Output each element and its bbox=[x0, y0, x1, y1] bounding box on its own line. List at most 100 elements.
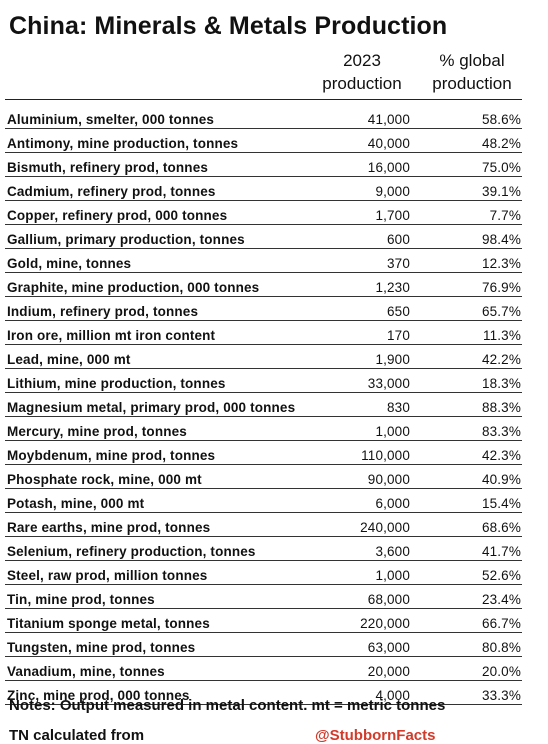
global-share-value: 39.1% bbox=[481, 184, 521, 199]
production-value: 1,230 bbox=[375, 280, 410, 295]
column-header-production-line1: 2023 bbox=[343, 51, 381, 70]
production-value: 110,000 bbox=[361, 448, 410, 463]
table-row: Vanadium, mine, tonnes 20,000 20.0% bbox=[5, 658, 522, 681]
global-share-value: 7.7% bbox=[489, 208, 521, 223]
production-value: 240,000 bbox=[360, 520, 410, 535]
global-share-value: 98.4% bbox=[481, 232, 521, 247]
table-row: Potash, mine, 000 mt 6,000 15.4% bbox=[5, 490, 522, 513]
global-share-value: 40.9% bbox=[481, 472, 521, 487]
mineral-name: Antimony, mine production, tonnes bbox=[7, 136, 239, 151]
table-row: Zinc, mine prod, 000 tonnes 4,000 33.3% bbox=[5, 682, 522, 705]
production-value: 170 bbox=[387, 328, 410, 343]
mineral-name: Bismuth, refinery prod, tonnes bbox=[7, 160, 209, 175]
production-value: 600 bbox=[387, 232, 410, 247]
mineral-name: Selenium, refinery production, tonnes bbox=[7, 544, 256, 559]
mineral-name: Zinc, mine prod, 000 tonnes bbox=[7, 688, 190, 703]
table-row: Moybdenum, mine prod, tonnes 110,000 42.3% bbox=[5, 442, 522, 465]
production-value: 16,000 bbox=[367, 160, 410, 175]
mineral-name: Lithium, mine production, tonnes bbox=[7, 376, 226, 391]
mineral-name: Iron ore, million mt iron content bbox=[7, 328, 216, 343]
production-value: 63,000 bbox=[367, 640, 410, 655]
production-value: 1,900 bbox=[375, 352, 410, 367]
production-value: 1,000 bbox=[375, 424, 410, 439]
global-share-value: 75.0% bbox=[481, 160, 521, 175]
mineral-name: Moybdenum, mine prod, tonnes bbox=[7, 448, 216, 463]
mineral-name: Titanium sponge metal, tonnes bbox=[7, 616, 210, 631]
production-value: 90,000 bbox=[367, 472, 410, 487]
global-share-value: 88.3% bbox=[481, 400, 521, 415]
mineral-name: Cadmium, refinery prod, tonnes bbox=[7, 184, 216, 199]
production-value: 20,000 bbox=[367, 664, 410, 679]
column-header-production: 2023 production bbox=[312, 49, 412, 95]
column-header-production-line2: production bbox=[322, 74, 402, 93]
global-share-value: 18.3% bbox=[481, 376, 521, 391]
mineral-name: Lead, mine, 000 mt bbox=[7, 352, 131, 367]
table-row: Mercury, mine prod, tonnes 1,000 83.3% bbox=[5, 418, 522, 441]
global-share-value: 41.7% bbox=[481, 544, 521, 559]
table-row: Gallium, primary production, tonnes 600 98… bbox=[5, 226, 522, 249]
production-value: 830 bbox=[387, 400, 410, 415]
column-header-global-line1: % global bbox=[439, 51, 505, 70]
production-value: 4,000 bbox=[375, 688, 410, 703]
table-row: Rare earths, mine prod, tonnes 240,000 68.… bbox=[5, 514, 522, 537]
table-row: Gold, mine, tonnes 370 12.3% bbox=[5, 250, 522, 273]
production-value: 6,000 bbox=[375, 496, 410, 511]
production-value: 1,700 bbox=[375, 208, 410, 223]
mineral-name: Rare earths, mine prod, tonnes bbox=[7, 520, 211, 535]
global-share-value: 42.2% bbox=[481, 352, 521, 367]
production-value: 68,000 bbox=[367, 592, 410, 607]
header-divider bbox=[5, 99, 522, 100]
table-row: Titanium sponge metal, tonnes 220,000 66.7… bbox=[5, 610, 522, 633]
table-row: Lithium, mine production, tonnes 33,000 18… bbox=[5, 370, 522, 393]
table-row: Indium, refinery prod, tonnes 650 65.7% bbox=[5, 298, 522, 321]
mineral-name: Copper, refinery prod, 000 tonnes bbox=[7, 208, 228, 223]
production-value: 41,000 bbox=[367, 112, 410, 127]
mineral-name: Vanadium, mine, tonnes bbox=[7, 664, 165, 679]
mineral-name: Tin, mine prod, tonnes bbox=[7, 592, 155, 607]
data-table: Aluminium, smelter, 000 tonnes 41,000 58.6… bbox=[5, 106, 522, 706]
table-row: Aluminium, smelter, 000 tonnes 41,000 58.6… bbox=[5, 106, 522, 129]
column-header-global-line2: production bbox=[432, 74, 512, 93]
table-row: Graphite, mine production, 000 tonnes 1,2… bbox=[5, 274, 522, 297]
table-row: Tungsten, mine prod, tonnes 63,000 80.8% bbox=[5, 634, 522, 657]
production-value: 3,600 bbox=[375, 544, 410, 559]
global-share-value: 48.2% bbox=[481, 136, 521, 151]
global-share-value: 11.3% bbox=[482, 328, 521, 343]
mineral-name: Gallium, primary production, tonnes bbox=[7, 232, 245, 247]
table-row: Copper, refinery prod, 000 tonnes 1,700 7.… bbox=[5, 202, 522, 225]
table-row: Antimony, mine production, tonnes 40,000 4… bbox=[5, 130, 522, 153]
mineral-name: Aluminium, smelter, 000 tonnes bbox=[7, 112, 215, 127]
mineral-name: Magnesium metal, primary prod, 000 tonne… bbox=[7, 400, 296, 415]
global-share-value: 20.0% bbox=[481, 664, 521, 679]
global-share-value: 80.8% bbox=[481, 640, 521, 655]
mineral-name: Steel, raw prod, million tonnes bbox=[7, 568, 208, 583]
table-row: Selenium, refinery production, tonnes 3,6… bbox=[5, 538, 522, 561]
mineral-name: Potash, mine, 000 mt bbox=[7, 496, 145, 511]
table-row: Phosphate rock, mine, 000 mt 90,000 40.9% bbox=[5, 466, 522, 489]
page-title: China: Minerals & Metals Production bbox=[9, 12, 448, 40]
mineral-name: Graphite, mine production, 000 tonnes bbox=[7, 280, 260, 295]
production-value: 370 bbox=[387, 256, 410, 271]
production-value: 220,000 bbox=[360, 616, 410, 631]
column-header-global-share: % global production bbox=[422, 49, 522, 95]
mineral-name: Phosphate rock, mine, 000 mt bbox=[7, 472, 202, 487]
global-share-value: 42.3% bbox=[481, 448, 521, 463]
production-value: 650 bbox=[387, 304, 410, 319]
global-share-value: 66.7% bbox=[481, 616, 521, 631]
table-row: Tin, mine prod, tonnes 68,000 23.4% bbox=[5, 586, 522, 609]
source-text: TN calculated from bbox=[9, 727, 145, 744]
production-value: 1,000 bbox=[375, 568, 410, 583]
table-row: Iron ore, million mt iron content 170 11.3… bbox=[5, 322, 522, 345]
table-row: Cadmium, refinery prod, tonnes 9,000 39.1% bbox=[5, 178, 522, 201]
mineral-name: Gold, mine, tonnes bbox=[7, 256, 132, 271]
global-share-value: 15.4% bbox=[481, 496, 521, 511]
table-row: Lead, mine, 000 mt 1,900 42.2% bbox=[5, 346, 522, 369]
global-share-value: 83.3% bbox=[481, 424, 521, 439]
global-share-value: 65.7% bbox=[481, 304, 521, 319]
table-row: Steel, raw prod, million tonnes 1,000 52.6… bbox=[5, 562, 522, 585]
mineral-name: Mercury, mine prod, tonnes bbox=[7, 424, 187, 439]
global-share-value: 58.6% bbox=[481, 112, 521, 127]
production-value: 33,000 bbox=[367, 376, 410, 391]
table-row: Magnesium metal, primary prod, 000 tonne… bbox=[5, 394, 522, 417]
global-share-value: 52.6% bbox=[481, 568, 521, 583]
